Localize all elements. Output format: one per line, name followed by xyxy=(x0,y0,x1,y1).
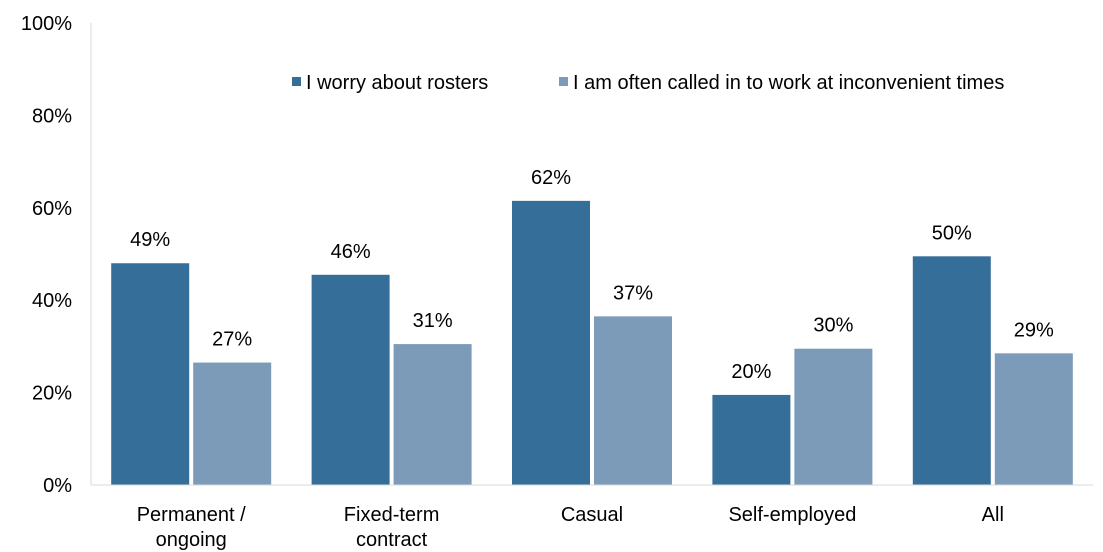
data-label: 50% xyxy=(932,222,972,244)
data-label: 37% xyxy=(613,282,653,304)
bars xyxy=(111,200,1073,485)
bar-inconvenient-times-1 xyxy=(393,344,472,485)
data-label: 27% xyxy=(212,329,252,351)
x-category-label: Fixed-term contract xyxy=(344,504,440,551)
x-category-label: Permanent / ongoing xyxy=(137,504,246,551)
legend-label: I am often called in to work at inconven… xyxy=(573,72,1004,94)
data-label: 46% xyxy=(331,241,371,263)
bar-rosters-1 xyxy=(311,274,390,485)
bar-inconvenient-times-3 xyxy=(794,348,873,485)
x-category-label: All xyxy=(982,504,1004,526)
legend: I worry about rosters I am often called i… xyxy=(292,72,1004,94)
x-category-label: Casual xyxy=(561,504,623,526)
bar-rosters-2 xyxy=(512,200,590,485)
data-label: 49% xyxy=(130,229,170,251)
y-tick-label: 100% xyxy=(21,13,72,35)
x-axis: Permanent / ongoing Fixed-term contract Casu… xyxy=(91,484,1093,551)
bar-rosters-0 xyxy=(111,263,190,485)
data-label: 30% xyxy=(813,315,853,337)
legend-swatch xyxy=(292,77,301,86)
bar-rosters-4 xyxy=(912,256,991,485)
data-label: 29% xyxy=(1014,319,1054,341)
bar-inconvenient-times-4 xyxy=(994,353,1073,485)
y-axis: 0% 20% 40% 60% 80% 100% xyxy=(21,13,92,497)
bar-inconvenient-times-0 xyxy=(193,362,272,485)
y-tick-label: 40% xyxy=(32,290,72,312)
data-label: 31% xyxy=(413,310,453,332)
data-label: 62% xyxy=(531,167,571,189)
bar-inconvenient-times-2 xyxy=(594,316,672,485)
data-label: 20% xyxy=(731,361,771,383)
y-tick-label: 20% xyxy=(32,383,72,405)
x-category-label: Self-employed xyxy=(728,504,856,526)
y-tick-label: 60% xyxy=(32,198,72,220)
y-tick-label: 80% xyxy=(32,105,72,127)
bar-rosters-3 xyxy=(712,394,791,485)
data-labels: 49% 27% 46% 31% 62% 37% 20% 30% 50% 29% xyxy=(130,167,1054,383)
y-tick-label: 0% xyxy=(43,475,72,497)
legend-swatch xyxy=(559,77,568,86)
legend-label: I worry about rosters xyxy=(306,72,488,94)
